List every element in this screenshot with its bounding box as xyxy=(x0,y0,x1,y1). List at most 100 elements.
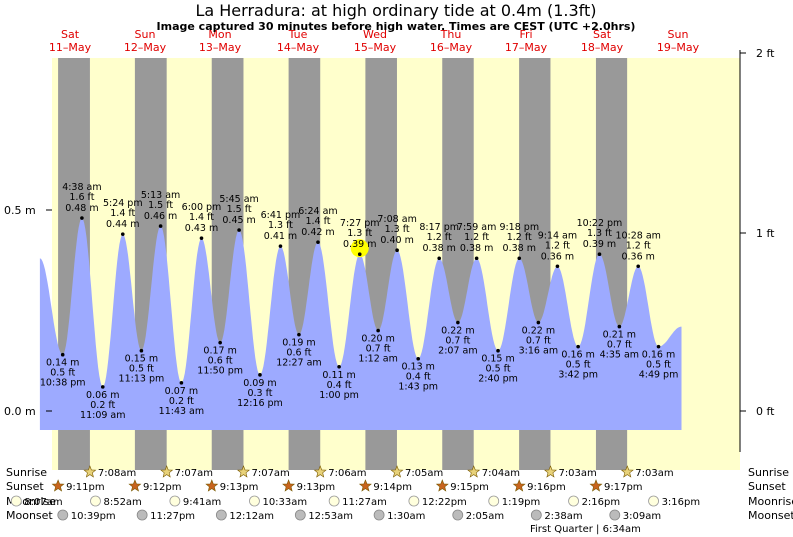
tide-ft-label: 0.5 ft xyxy=(646,360,671,371)
day-name: Sun xyxy=(135,28,156,41)
sun-moon-footer: SunriseSunsetMoonriseMoonsetSunriseSunse… xyxy=(6,465,793,535)
day-date: 14–May xyxy=(277,41,320,54)
tide-point xyxy=(297,332,301,337)
tide-ft-label: 0.6 ft xyxy=(208,356,233,367)
tide-point xyxy=(617,324,622,329)
tide-time-label: 11:43 am xyxy=(159,406,204,417)
tide-time-label: 10:28 am xyxy=(615,230,660,241)
moonset-icon xyxy=(215,509,227,521)
tide-ft-label: 1.2 ft xyxy=(626,240,651,251)
sunset-time: 9:13pm xyxy=(220,482,259,493)
tide-area xyxy=(39,218,682,430)
day-date: 12–May xyxy=(124,41,167,54)
tide-ft-label: 0.7 ft xyxy=(445,336,470,347)
tide-time-label: 7:27 pm xyxy=(340,218,380,229)
tide-point xyxy=(636,264,641,269)
tide-time-label: 4:35 am xyxy=(600,350,639,361)
day-date: 11–May xyxy=(49,41,92,54)
axes: 0.0 m 0.5 m 0 ft 1 ft 2 ft xyxy=(4,47,775,452)
tide-time-label: 12:27 am xyxy=(276,358,321,369)
moonset-icon xyxy=(294,509,306,521)
tide-time-label: 11:09 am xyxy=(80,410,125,421)
tide-time-label: 12:16 pm xyxy=(237,398,283,409)
right-margin xyxy=(740,58,793,470)
tide-ft-label: 1.4 ft xyxy=(189,212,214,223)
day-headers: Sat11–MaySun12–MayMon13–MayTue14–MayWed1… xyxy=(49,28,700,54)
moonrise-time: 12:22pm xyxy=(422,497,467,508)
tide-time-label: 1:43 pm xyxy=(398,382,438,393)
day-date: 17–May xyxy=(505,41,548,54)
day-name: Fri xyxy=(519,28,532,41)
moonrise-icon xyxy=(169,495,181,507)
tide-m-label: 0.39 m xyxy=(583,239,616,250)
moonrise-time: 11:27am xyxy=(342,497,387,508)
row-label-sunset: Sunset xyxy=(6,480,44,493)
sunset-time: 9:15pm xyxy=(450,482,489,493)
tide-m-label: 0.39 m xyxy=(343,239,376,250)
tide-ft-label: 0.2 ft xyxy=(169,396,194,407)
tide-point xyxy=(60,352,65,357)
tide-m-label: 0.21 m xyxy=(603,330,636,341)
tide-m-label: 0.15 m xyxy=(481,354,514,365)
tide-point xyxy=(258,373,262,377)
tide-ft-label: 0.3 ft xyxy=(247,388,272,399)
tide-time-label: 11:13 pm xyxy=(119,374,165,385)
chart-subtitle: Image captured 30 minutes before high wa… xyxy=(157,20,636,33)
tide-time-label: 5:13 am xyxy=(141,190,180,201)
tide-point xyxy=(437,256,441,261)
sunset-time: 9:11pm xyxy=(66,482,105,493)
tide-point xyxy=(456,320,460,325)
sunset-time: 9:16pm xyxy=(527,482,566,493)
tide-time-label: 2:40 pm xyxy=(478,374,518,385)
tide-ft-label: 0.7 ft xyxy=(526,336,551,347)
sunset-time: 9:13pm xyxy=(297,482,336,493)
moonset-icon xyxy=(373,509,385,521)
tide-m-label: 0.48 m xyxy=(65,203,98,214)
day-date: 19–May xyxy=(657,41,700,54)
tide-time-label: 11:50 pm xyxy=(197,366,243,377)
moonset-time: 2:38am xyxy=(544,511,582,522)
moonset-icon xyxy=(530,509,542,521)
tide-m-label: 0.09 m xyxy=(243,378,276,389)
tide-point xyxy=(496,348,500,353)
tide-ft-label: 1.3 ft xyxy=(347,228,372,239)
moonrise-time: 1:19pm xyxy=(502,497,541,508)
moonset-time: 2:05am xyxy=(466,511,504,522)
moonrise-time: 2:16pm xyxy=(582,497,621,508)
tide-ft-label: 0.5 ft xyxy=(129,364,154,375)
tide-point xyxy=(158,224,163,228)
row-label-moonset: Moonset xyxy=(6,509,53,522)
tide-point xyxy=(237,228,241,232)
left-axis-label: 0.0 m xyxy=(4,405,36,418)
tide-m-label: 0.22 m xyxy=(441,326,474,337)
tide-point xyxy=(278,244,283,248)
tide-ft-label: 1.3 ft xyxy=(385,224,410,235)
tide-m-label: 0.15 m xyxy=(125,354,158,365)
moonset-time: 12:12am xyxy=(229,511,274,522)
day-name: Mon xyxy=(208,28,231,41)
day-date: 18–May xyxy=(581,41,624,54)
day-date: 15–May xyxy=(354,41,397,54)
tide-point xyxy=(536,320,541,325)
tide-ft-label: 1.2 ft xyxy=(427,232,452,243)
tide-time-label: 9:14 am xyxy=(538,230,577,241)
sunrise-time: 7:03am xyxy=(635,468,673,479)
moonset-icon xyxy=(136,509,148,521)
tide-m-label: 0.46 m xyxy=(144,211,177,222)
tide-ft-label: 0.6 ft xyxy=(286,348,311,359)
moonrise-time: 8:07am xyxy=(24,497,62,508)
right-axis-label: 1 ft xyxy=(756,227,775,240)
tide-point xyxy=(416,356,421,361)
tide-ft-label: 1.3 ft xyxy=(587,228,612,239)
tide-point xyxy=(357,252,362,257)
tide-time-label: 6:41 pm xyxy=(261,210,301,221)
moonrise-time: 8:52am xyxy=(103,497,141,508)
tide-time-label: 4:38 am xyxy=(62,182,101,193)
tide-time-label: 10:22 pm xyxy=(577,218,623,229)
sunrise-time: 7:08am xyxy=(98,468,136,479)
right-axis-label: 0 ft xyxy=(756,405,775,418)
tide-m-label: 0.07 m xyxy=(165,386,198,397)
sunset-icon xyxy=(128,479,142,492)
day-name: Tue xyxy=(288,28,308,41)
